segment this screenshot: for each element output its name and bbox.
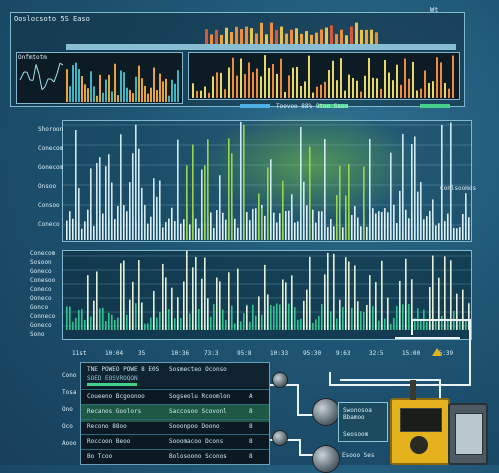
grey-meter-device bbox=[448, 403, 488, 465]
dial-knob-3[interactable] bbox=[312, 398, 340, 426]
dial-knob-4[interactable] bbox=[312, 445, 340, 473]
dial-knob-1[interactable] bbox=[272, 372, 288, 388]
switch-sub: Seosoom bbox=[343, 431, 368, 438]
grey-device-screen bbox=[455, 413, 483, 455]
dial-knob-2[interactable] bbox=[272, 430, 288, 446]
yellow-device-dial[interactable] bbox=[410, 436, 428, 454]
yellow-meter-device bbox=[390, 398, 450, 465]
yellow-device-antenna bbox=[410, 380, 416, 400]
switch-label: Swonosoa Bbamoo bbox=[343, 407, 372, 421]
yellow-device-screen bbox=[400, 408, 442, 432]
bottom-label: Esooo Ses bbox=[342, 452, 375, 459]
switch-box: Swonosoa Bbamoo Seosoom bbox=[338, 402, 388, 442]
